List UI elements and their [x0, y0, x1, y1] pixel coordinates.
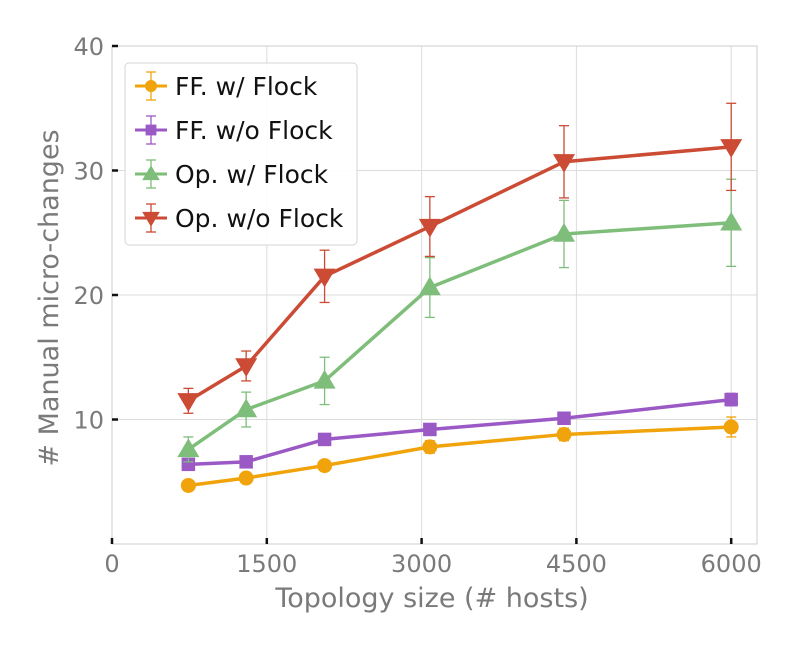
data-point	[418, 218, 441, 238]
legend-label: FF. w/ Flock	[175, 72, 318, 101]
data-point	[313, 268, 336, 288]
legend-marker	[145, 80, 157, 92]
legend-label: Op. w/ Flock	[175, 160, 329, 189]
legend-label: Op. w/o Flock	[175, 204, 344, 233]
data-point	[553, 154, 576, 173]
data-point	[720, 139, 743, 158]
x-tick-label: 3000	[391, 550, 452, 578]
legend-marker	[142, 165, 160, 181]
data-point	[556, 426, 572, 442]
data-point	[317, 458, 333, 474]
data-point	[239, 455, 253, 469]
legend-item-0: FF. w/ Flock	[135, 71, 318, 101]
y-tick-label: 30	[73, 158, 104, 186]
data-point	[557, 411, 571, 426]
data-point	[181, 457, 196, 472]
axes-layer: 0 1500 3000 4500 6000 10 20 30 40	[73, 33, 761, 578]
data-point	[553, 222, 576, 242]
data-point	[177, 393, 200, 412]
legend-marker	[142, 211, 160, 227]
legend: FF. w/ Flock FF. w/o Flock Op. w/ Flock Op.…	[124, 62, 358, 246]
series-layer	[177, 102, 743, 493]
x-tick-label: 0	[104, 550, 119, 578]
data-point	[422, 439, 438, 455]
data-point	[313, 369, 336, 389]
legend-item-1: FF. w/o Flock	[135, 115, 333, 145]
series-line	[188, 425, 732, 488]
data-point	[720, 211, 743, 231]
data-point	[423, 422, 437, 437]
y-tick-label: 40	[73, 33, 104, 61]
y-tick-label: 20	[73, 282, 104, 310]
data-point	[180, 477, 196, 493]
data-point	[238, 470, 254, 486]
x-axis-label: Topology size (# hosts)	[274, 583, 588, 614]
series-line	[188, 397, 732, 467]
series-0	[180, 416, 739, 493]
legend-marker	[145, 124, 157, 136]
legend-item-2: Op. w/ Flock	[135, 159, 329, 189]
data-point	[177, 438, 200, 458]
data-point	[723, 419, 739, 435]
series-line	[187, 221, 732, 451]
x-tick-label: 1500	[236, 550, 297, 578]
x-tick-label: 6000	[701, 550, 762, 578]
y-axis-label: # Manual micro-changes	[34, 129, 65, 466]
legend-box	[124, 62, 358, 246]
y-tick-label: 10	[73, 407, 104, 435]
data-point	[235, 358, 258, 377]
data-point	[418, 276, 441, 296]
series-line	[187, 145, 732, 403]
legend-label: FF. w/o Flock	[175, 116, 333, 145]
data-point	[235, 398, 258, 418]
data-point	[724, 392, 738, 407]
series-2	[177, 178, 743, 463]
legend-item-3: Op. w/o Flock	[135, 203, 344, 233]
x-tick-label: 4500	[546, 550, 607, 578]
series-1	[181, 392, 738, 472]
data-point	[317, 432, 332, 447]
series-3	[177, 102, 743, 414]
